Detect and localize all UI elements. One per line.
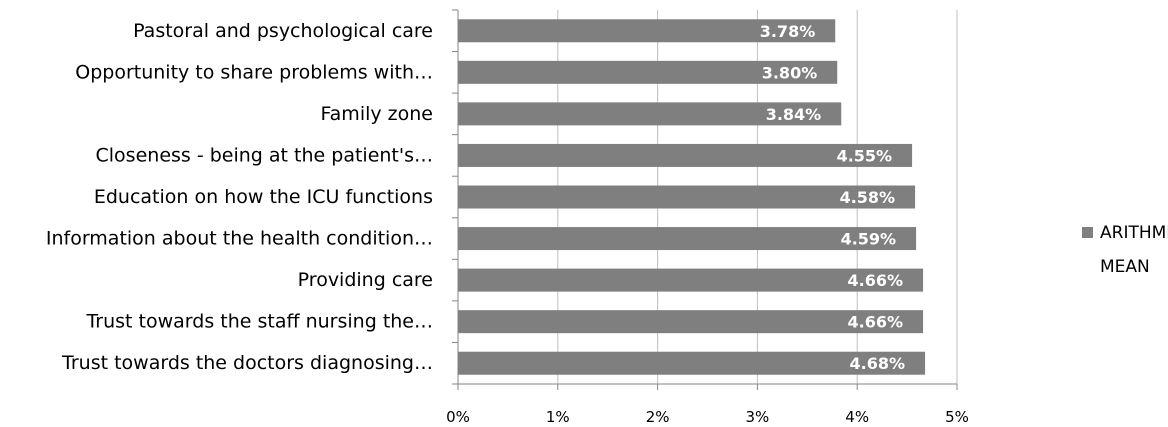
x-tick-label: 0% xyxy=(446,408,470,426)
bar xyxy=(458,185,916,209)
bar-value-label: 4.58% xyxy=(840,188,896,207)
labels: 0% 1% 2% 3% 4% 5% Pastoral and psychological c… xyxy=(46,20,969,426)
bar xyxy=(458,143,913,167)
bar xyxy=(458,310,924,334)
bar-value-label: 3.84% xyxy=(766,105,822,124)
x-tick-label: 4% xyxy=(845,408,869,426)
legend: ARITHMETIC MEAN xyxy=(1082,223,1168,277)
bar xyxy=(458,102,842,126)
category-label: Education on how the ICU functions xyxy=(94,186,433,208)
category-label: Pastoral and psychological care xyxy=(133,20,433,42)
legend-swatch xyxy=(1082,227,1093,238)
bar-value-label: 4.66% xyxy=(848,271,904,290)
bars xyxy=(458,19,926,375)
x-tick-label: 3% xyxy=(746,408,770,426)
x-tick-label: 1% xyxy=(546,408,570,426)
legend-label-line-1: ARITHMETIC xyxy=(1100,223,1168,243)
bar-value-label: 4.68% xyxy=(850,354,906,373)
bar xyxy=(458,60,838,84)
category-label: Family zone xyxy=(320,103,433,125)
category-label: Providing care xyxy=(298,269,433,291)
bar-value-label: 3.80% xyxy=(762,63,818,82)
axes xyxy=(452,9,958,390)
bar-value-label: 3.78% xyxy=(760,22,816,41)
bar-value-label: 4.66% xyxy=(848,313,904,332)
x-tick-label: 2% xyxy=(646,408,670,426)
category-label: Opportunity to share problems with… xyxy=(75,61,433,83)
category-label: Trust towards the staff nursing the… xyxy=(85,311,433,333)
bar xyxy=(458,351,926,375)
category-label: Information about the health condition… xyxy=(46,228,433,250)
bar xyxy=(458,268,924,292)
bar xyxy=(458,19,836,43)
bar-value-label: 4.55% xyxy=(837,146,893,165)
x-tick-label: 5% xyxy=(945,408,969,426)
category-label: Closeness - being at the patient's… xyxy=(96,144,433,166)
legend-label-line-2: MEAN xyxy=(1100,257,1150,277)
bar-value-label: 4.59% xyxy=(841,230,897,249)
bar xyxy=(458,227,917,251)
category-label: Trust towards the doctors diagnosing… xyxy=(61,352,433,374)
